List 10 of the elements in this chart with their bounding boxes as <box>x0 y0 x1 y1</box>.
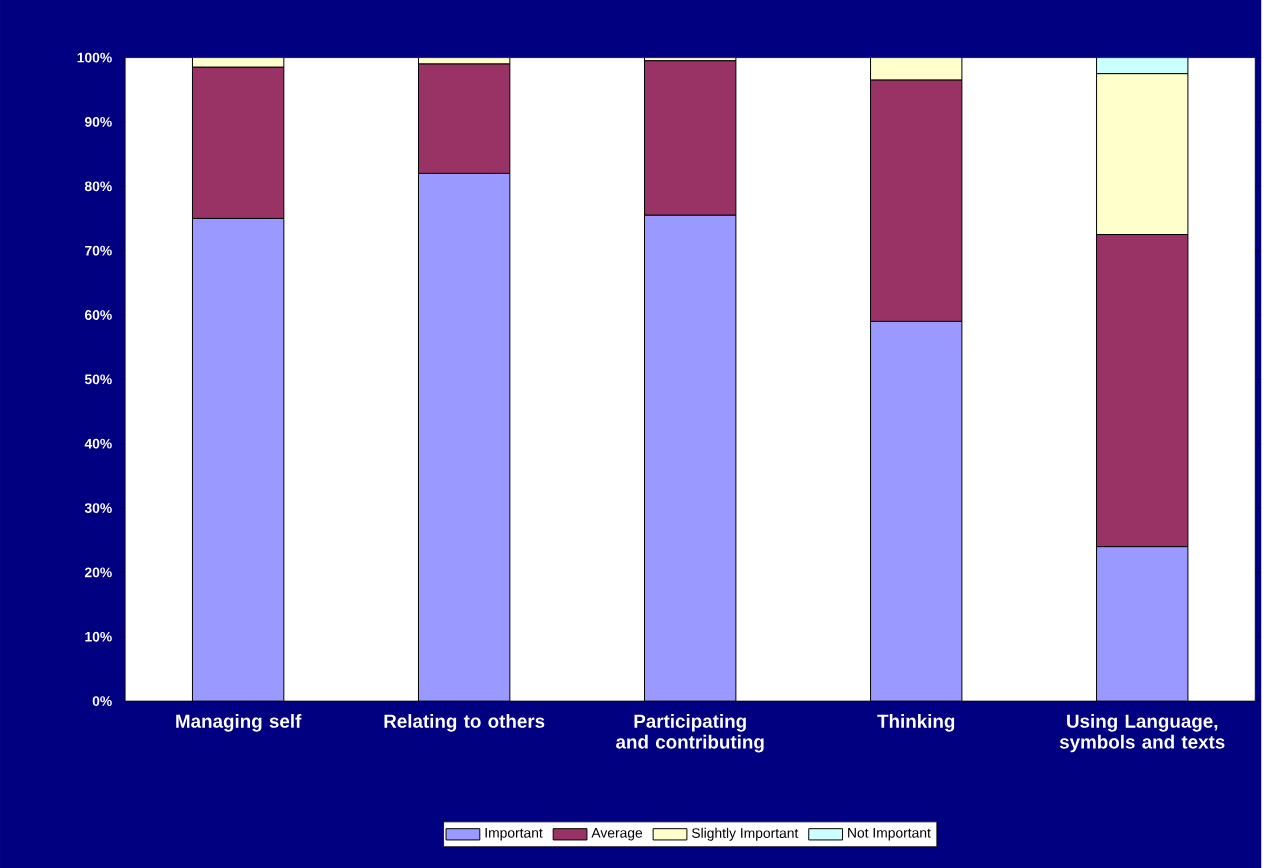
bar <box>191 218 285 702</box>
x-tick-label: Using Language, symbols and texts <box>1059 714 1225 753</box>
x-tick-label: Managing self <box>176 714 302 732</box>
bar <box>644 214 737 702</box>
x-tick-label: Thinking <box>877 714 955 732</box>
bar <box>417 172 511 702</box>
x-tick-label: Relating to others <box>384 714 545 732</box>
bar <box>870 320 963 702</box>
x-tick-label: Participating and contributing <box>616 714 764 753</box>
bar <box>1096 546 1189 702</box>
